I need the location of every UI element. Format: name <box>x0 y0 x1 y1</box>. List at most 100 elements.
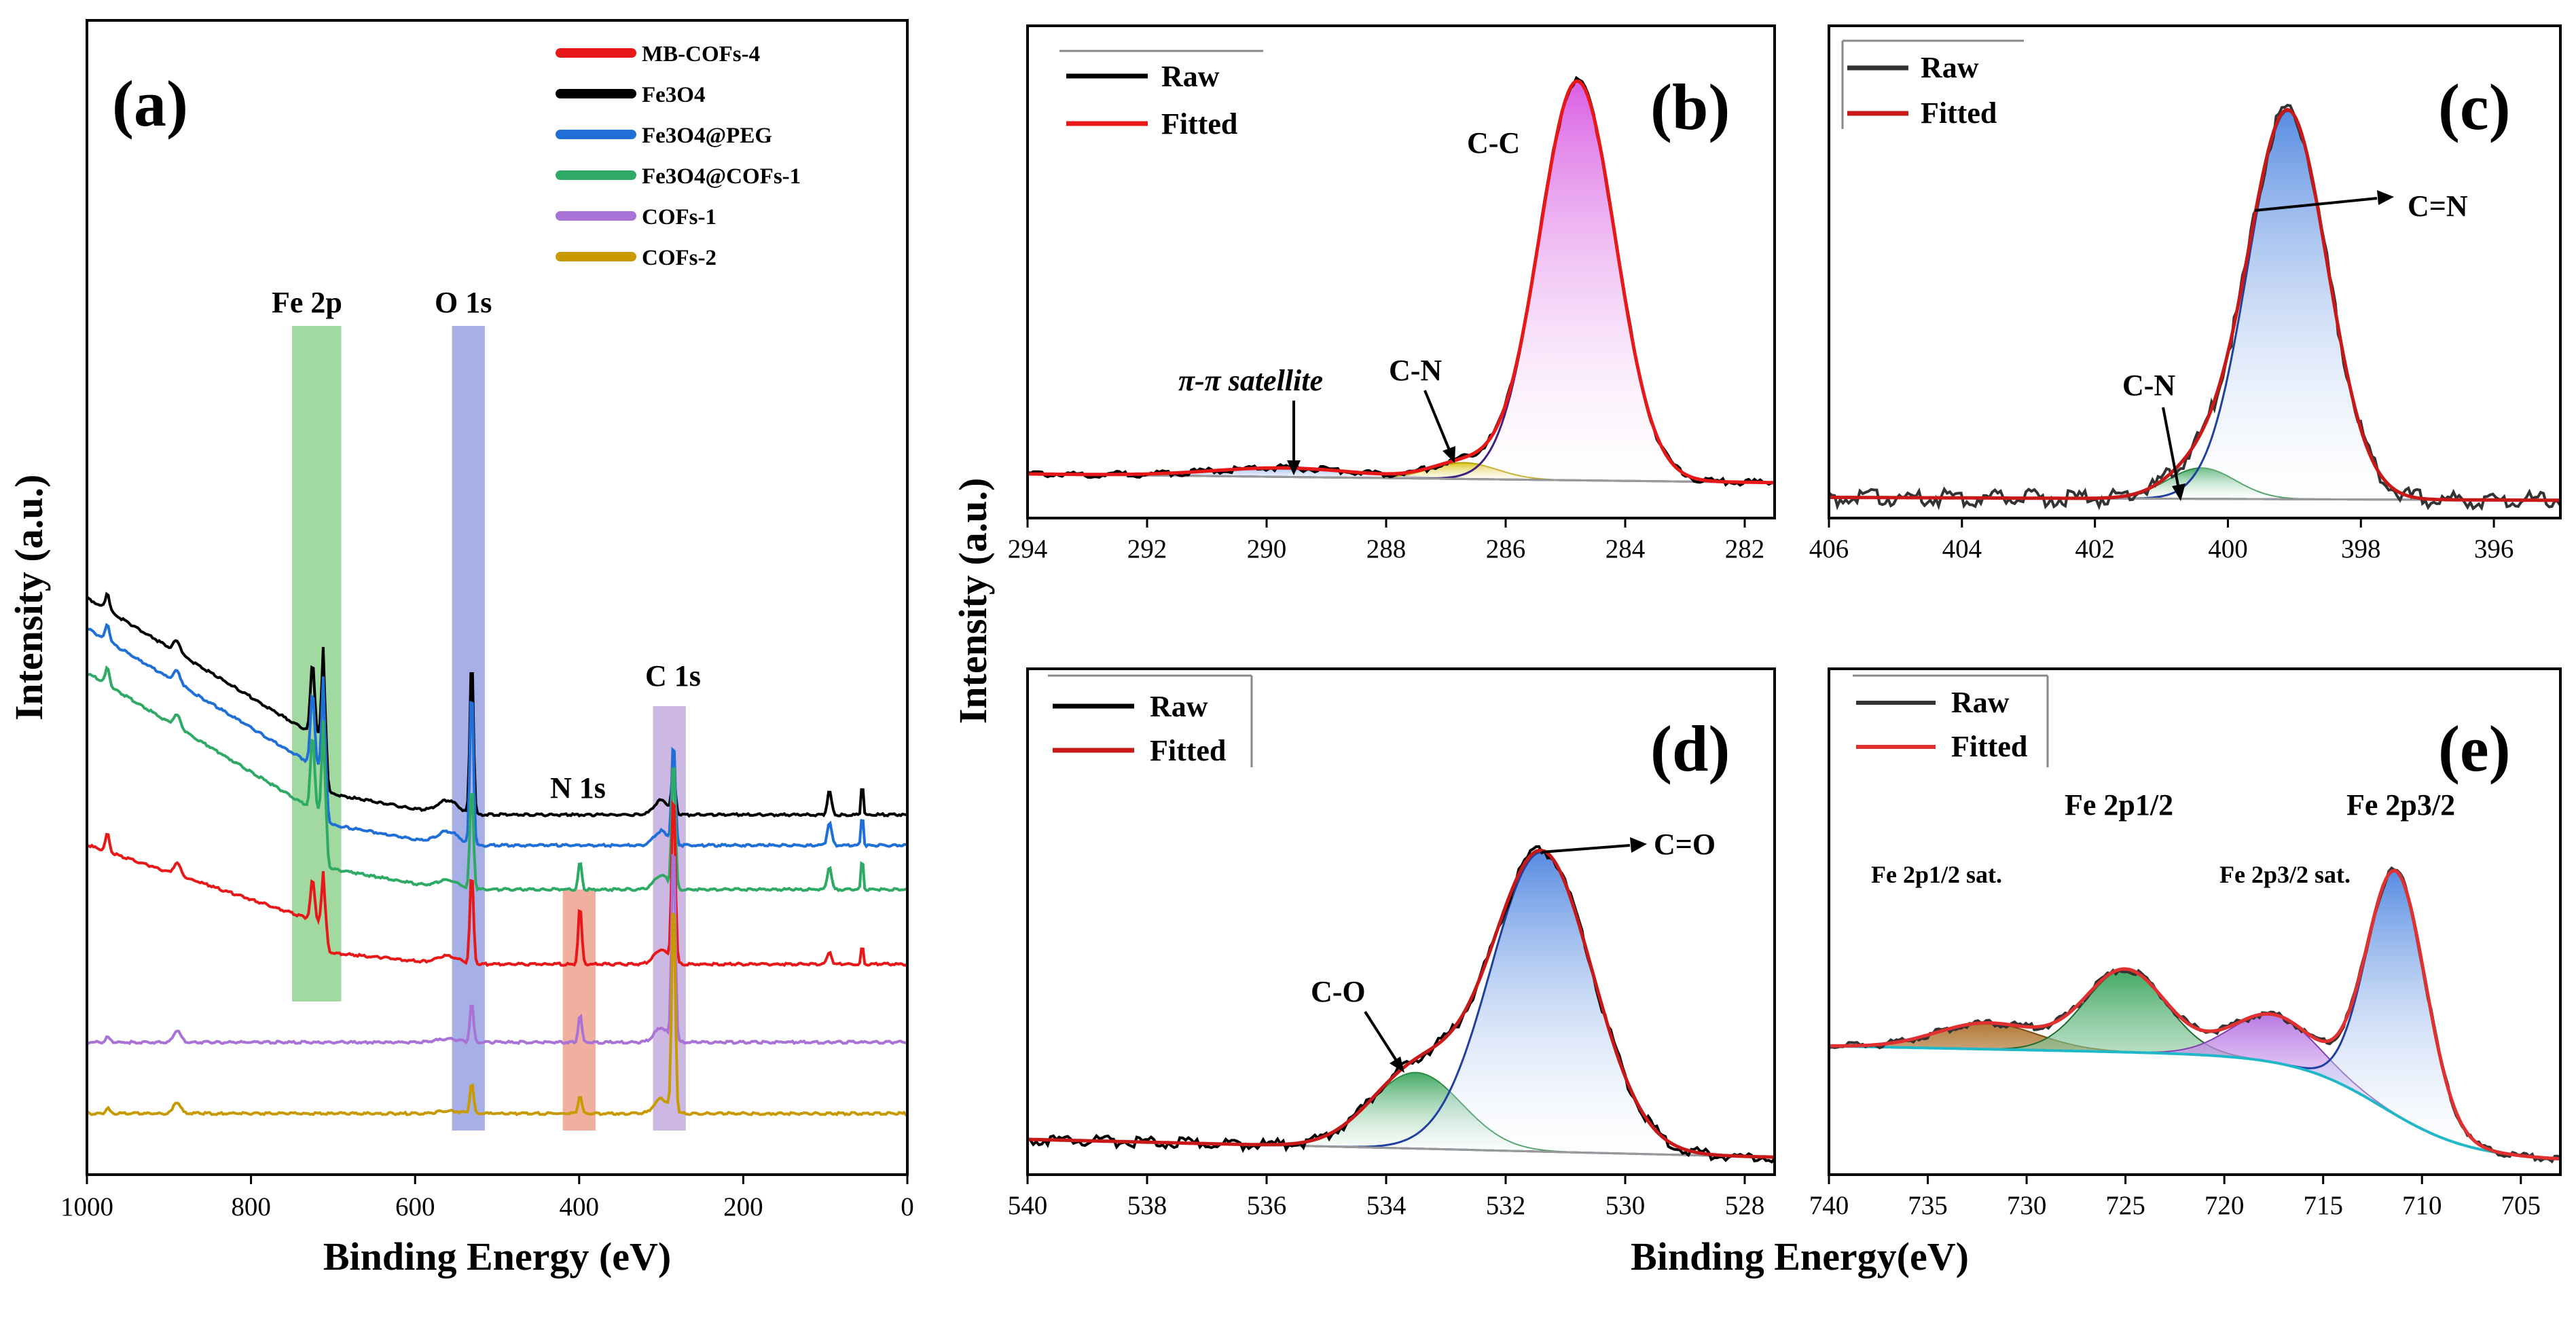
panel-d: 540 538 536 534 532 530 528 Raw Fitted (d) C=O… <box>1008 667 1776 1220</box>
c-raw-line <box>1828 103 2562 511</box>
b-arrow-sat-head <box>1287 460 1301 475</box>
d-tick-label: 530 <box>1606 1191 1646 1220</box>
a-y-axis-label: Intensity (a.u.) <box>7 475 51 721</box>
e-tick-label: 725 <box>2105 1191 2145 1220</box>
a-region-label-o1s: O 1s <box>435 286 492 319</box>
e-tick-label: 740 <box>1809 1191 1849 1220</box>
a-region-label-c1s: C 1s <box>645 659 701 693</box>
e-panel-label: (e) <box>2438 712 2511 785</box>
a-region-band <box>292 326 342 1002</box>
b-arrow-cn <box>1423 390 1451 452</box>
c-tick-label: 402 <box>2075 534 2115 564</box>
c-legend-fitted: Fitted <box>1921 96 1997 130</box>
c-tick-label: 404 <box>1942 534 1982 564</box>
a-tick-label: 0 <box>901 1192 914 1221</box>
c-x-ticks: 406 404 402 400 398 396 <box>1809 518 2514 564</box>
a-panel-label: (a) <box>112 67 188 140</box>
a-series-line <box>86 912 909 1117</box>
c-tick-label: 400 <box>2208 534 2248 564</box>
c-legend-raw: Raw <box>1921 51 1979 84</box>
b-annot-cn: C-N <box>1389 354 1442 387</box>
e-tick-label: 715 <box>2303 1191 2343 1220</box>
d-tick-label: 528 <box>1725 1191 1765 1220</box>
e-plot-frame <box>1828 667 2562 1176</box>
e-annot-fe32-sat: Fe 2p3/2 sat. <box>2219 861 2351 888</box>
b-tick-label: 292 <box>1127 534 1167 564</box>
e-tick-label: 720 <box>2205 1191 2245 1220</box>
b-tick-label: 284 <box>1606 534 1646 564</box>
a-series-line <box>86 665 908 893</box>
a-tick-label: 600 <box>395 1192 435 1221</box>
d-legend-raw: Raw <box>1150 690 1208 723</box>
c-annot-cn-single: C-N <box>2122 369 2175 402</box>
c-tick-label: 406 <box>1809 534 1849 564</box>
a-legend-label: Fe3O4@PEG <box>642 124 772 148</box>
e-tick-label: 705 <box>2501 1191 2541 1220</box>
d-arrow-co2 <box>1364 1010 1399 1064</box>
b-annot-satellite: π-π satellite <box>1178 364 1323 397</box>
e-legend-fitted: Fitted <box>1951 730 2027 763</box>
c-tick-label: 396 <box>2474 534 2514 564</box>
d-panel-label: (d) <box>1650 712 1730 785</box>
a-region-label-n1s: N 1s <box>550 771 606 805</box>
a-legend: MB-COFs-4 Fe3O4 Fe3O4@PEG Fe3O4@COFs-1 COFs-… <box>556 42 801 270</box>
c-annot-cn-double: C=N <box>2408 189 2468 223</box>
e-legend-raw: Raw <box>1951 686 2010 719</box>
b-annot-cc: C-C <box>1467 126 1520 160</box>
c-arrow-cn-double <box>2254 197 2378 212</box>
e-fitted-line <box>1828 868 2561 1161</box>
c-plot-frame <box>1828 24 2562 519</box>
a-series-line <box>86 623 908 849</box>
b-x-ticks: 294 292 290 288 286 284 282 <box>1008 518 1764 564</box>
c-fitted-line <box>1829 107 2560 502</box>
a-x-ticks: 1000 800 600 400 200 0 <box>60 1175 914 1221</box>
d-plot-frame <box>1026 667 1776 1176</box>
e-annot-fe32: Fe 2p3/2 <box>2346 788 2455 822</box>
b-legend-fitted: Fitted <box>1161 107 1237 141</box>
e-tick-label: 730 <box>2007 1191 2047 1220</box>
e-annot-fe12-sat: Fe 2p1/2 sat. <box>1871 861 2002 888</box>
c-arrow-cn-single-head <box>2172 483 2185 501</box>
b-fitted-line <box>1028 79 1775 485</box>
d-tick-label: 536 <box>1247 1191 1287 1220</box>
bcde-x-axis-label: Binding Energy(eV) <box>1631 1234 1969 1279</box>
a-plot-frame <box>86 19 909 1176</box>
panel-e: 740 735 730 725 720 715 710 705 Raw Fitted (e) … <box>1809 667 2562 1220</box>
c-tick-label: 398 <box>2341 534 2381 564</box>
d-arrow-co1 <box>1541 844 1631 853</box>
d-tick-label: 534 <box>1366 1191 1407 1220</box>
e-peak-fe32 <box>1828 870 2561 1160</box>
a-region-bands <box>292 326 686 1131</box>
panel-b: 294 292 290 288 286 284 282 Raw Fitted (b) C-C… <box>1008 24 1776 564</box>
e-tick-label: 710 <box>2402 1191 2442 1220</box>
a-legend-label: Fe3O4 <box>642 83 705 107</box>
b-tick-label: 288 <box>1366 534 1407 564</box>
b-legend-raw: Raw <box>1161 60 1220 93</box>
d-annot-co1: C=O <box>1654 828 1716 861</box>
b-arrow-cn-head <box>1443 446 1455 463</box>
panel-a: 1000 800 600 400 200 0 (a) Fe 2p O 1s N 1s C … <box>7 19 914 1279</box>
d-arrow-co1-head <box>1630 837 1647 853</box>
a-legend-label: COFs-1 <box>642 205 716 229</box>
d-x-ticks: 540 538 536 534 532 530 528 <box>1008 1175 1765 1220</box>
b-panel-label: (b) <box>1650 71 1730 143</box>
d-annot-co2: C-O <box>1311 975 1366 1008</box>
a-legend-label: Fe3O4@COFs-1 <box>642 164 801 189</box>
a-series-line <box>86 853 908 1046</box>
panel-c: 406 404 402 400 398 396 Raw Fitted (c) C=N C-… <box>1809 24 2562 564</box>
b-tick-label: 286 <box>1486 534 1526 564</box>
b-tick-label: 294 <box>1008 534 1048 564</box>
c-panel-label: (c) <box>2438 71 2511 143</box>
d-legend-fitted: Fitted <box>1150 734 1226 767</box>
e-annot-fe12: Fe 2p1/2 <box>2065 788 2173 822</box>
bcde-y-axis-label: Intensity (a.u.) <box>951 478 995 724</box>
a-legend-label: MB-COFs-4 <box>642 42 760 67</box>
d-tick-label: 538 <box>1127 1191 1167 1220</box>
a-series-group <box>86 591 909 1117</box>
e-x-ticks: 740 735 730 725 720 715 710 705 <box>1809 1175 2541 1220</box>
a-region-label-fe2p: Fe 2p <box>272 286 342 319</box>
d-arrow-co2-head <box>1390 1057 1404 1073</box>
c-arrow-cn-single <box>2162 407 2180 490</box>
a-tick-label: 1000 <box>60 1192 113 1221</box>
